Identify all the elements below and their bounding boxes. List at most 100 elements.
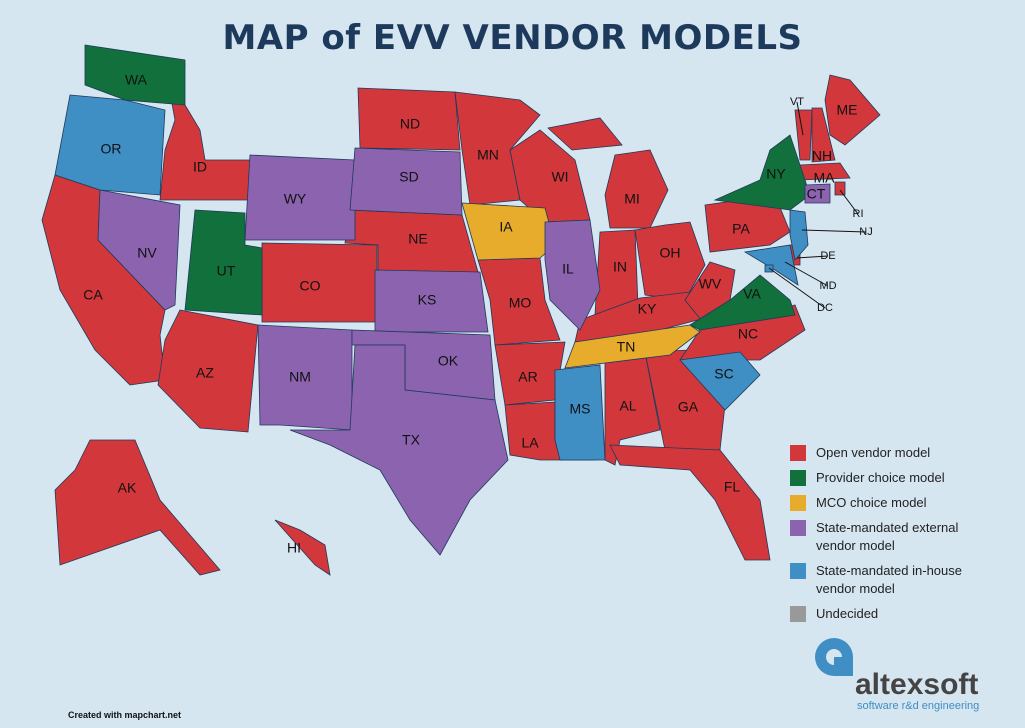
state-label: NY [766, 166, 786, 182]
legend-item: State-mandated in-house vendor model [790, 562, 980, 598]
state-label: HI [287, 540, 301, 556]
state-label: PA [732, 221, 750, 237]
state [257, 324, 353, 431]
state-label: WA [125, 72, 148, 88]
state [54, 94, 166, 196]
legend-item: State-mandated external vendor model [790, 519, 980, 555]
state-label: WY [284, 191, 307, 207]
leader-line [801, 229, 867, 233]
logo-name: altexsoft [855, 668, 979, 701]
legend-label: State-mandated external vendor model [816, 520, 959, 553]
state [609, 444, 771, 561]
state-label: MI [624, 191, 640, 207]
state-label: IN [613, 259, 627, 275]
state-label: SC [714, 366, 733, 382]
state-label: NJ [859, 226, 872, 238]
state-label: AZ [196, 365, 214, 381]
state-label: MO [509, 295, 532, 311]
legend-item: Undecided [790, 605, 980, 623]
state [794, 109, 813, 161]
state [604, 149, 669, 229]
state-label: CT [807, 186, 826, 202]
state-label: KS [418, 292, 437, 308]
state [789, 209, 809, 261]
state-label: TX [402, 432, 421, 448]
state-label: ME [837, 102, 858, 118]
legend-label: MCO choice model [816, 495, 927, 510]
state-label: AK [118, 480, 137, 496]
state-label: LA [521, 435, 539, 451]
state-label: DE [820, 250, 835, 262]
state-label: AL [619, 398, 636, 414]
state-label: WV [699, 276, 722, 292]
legend-label: State-mandated in-house vendor model [816, 563, 962, 596]
state-label: OH [660, 245, 681, 261]
state-label: OR [101, 141, 122, 157]
leader-line [768, 267, 826, 309]
state-label: TN [617, 339, 636, 355]
state-label: MD [819, 280, 836, 292]
logo-icon [815, 638, 853, 676]
legend: Open vendor model Provider choice model MC… [790, 444, 980, 630]
state-label: IL [562, 261, 574, 277]
legend-label: Provider choice model [816, 470, 945, 485]
state [564, 324, 701, 369]
state [289, 344, 509, 556]
state-label: DC [817, 302, 833, 314]
state [689, 274, 796, 331]
state [834, 181, 846, 196]
state [547, 117, 623, 151]
state [97, 189, 181, 311]
state-label: MA [814, 170, 836, 186]
state-label: MN [477, 147, 499, 163]
state-label: OK [438, 353, 459, 369]
legend-item: Open vendor model [790, 444, 980, 462]
state-label: MS [570, 401, 591, 417]
state-label: AR [518, 369, 537, 385]
state-label: VA [743, 286, 761, 302]
state [544, 219, 601, 331]
state [84, 44, 186, 106]
legend-swatch [790, 470, 806, 486]
credit: Created with mapchart.net [68, 710, 182, 720]
legend-swatch [790, 495, 806, 511]
legend-swatch [790, 520, 806, 536]
state [679, 351, 761, 411]
leader-line [795, 255, 829, 259]
state-label: NM [289, 369, 311, 385]
legend-item: Provider choice model [790, 469, 980, 487]
title: MAP of EVV VENDOR MODELS [222, 18, 803, 58]
state [349, 147, 463, 216]
state [274, 519, 331, 576]
leader-line [784, 261, 829, 287]
state-label: WI [551, 169, 568, 185]
state-label: VT [790, 96, 804, 108]
state-label: FL [724, 479, 741, 495]
state-label: GA [678, 399, 699, 415]
state-label: NE [408, 231, 427, 247]
legend-swatch [790, 445, 806, 461]
state-label: NH [812, 148, 832, 164]
legend-label: Open vendor model [816, 445, 931, 460]
state-label: NV [137, 245, 157, 261]
state-label: SD [399, 169, 418, 185]
legend-label: Undecided [816, 606, 879, 621]
leader-line [796, 101, 804, 136]
state [824, 74, 881, 146]
state [374, 269, 489, 333]
legend-swatch [790, 606, 806, 622]
state-label: RI [853, 208, 864, 220]
state-label: KY [638, 301, 657, 317]
state [804, 183, 831, 204]
state [244, 154, 356, 241]
state [184, 209, 263, 316]
state [634, 221, 706, 301]
state [811, 107, 836, 163]
state [357, 87, 461, 151]
state-label: ID [193, 159, 207, 175]
state [54, 439, 221, 576]
state-label: CO [300, 278, 321, 294]
legend-item: MCO choice model [790, 494, 980, 512]
